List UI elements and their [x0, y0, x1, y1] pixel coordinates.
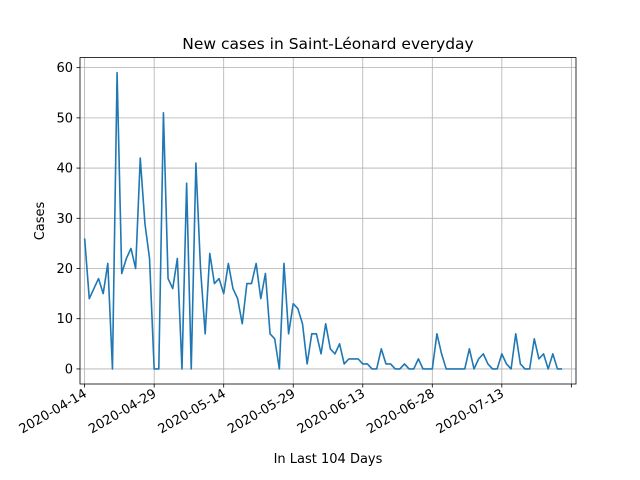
- y-tick-label: 50: [56, 111, 73, 126]
- series-line: [83, 71, 563, 370]
- y-tick-label: 30: [56, 212, 73, 227]
- x-axis-label: In Last 104 Days: [274, 452, 383, 467]
- y-tick-label: 20: [56, 262, 73, 277]
- y-tick-label: 0: [65, 362, 73, 377]
- chart-title: New cases in Saint-Léonard everyday: [182, 35, 473, 53]
- y-axis-label: Cases: [33, 201, 48, 240]
- series-layer: [83, 71, 563, 370]
- y-tick-label: 10: [56, 312, 73, 327]
- plot-frame: [79, 57, 577, 385]
- y-tick-label: 40: [56, 162, 73, 177]
- y-tick-label: 60: [56, 61, 73, 76]
- grid-lines: [80, 57, 576, 384]
